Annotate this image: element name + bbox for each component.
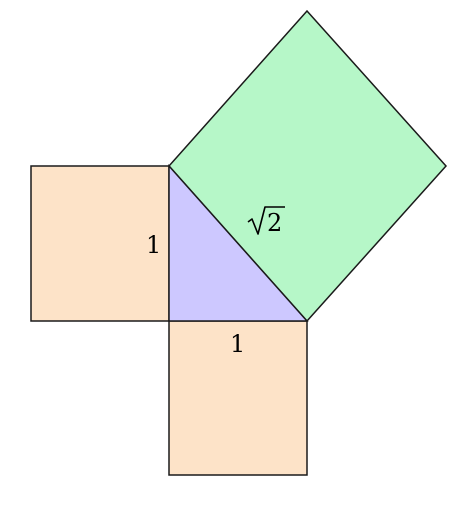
leg-horizontal-label: 1	[230, 330, 245, 358]
bottom-square	[168, 320, 308, 476]
left-square	[30, 165, 170, 322]
hypotenuse-radicand: 2	[267, 209, 282, 237]
radical-sign-icon	[247, 206, 285, 235]
leg-vertical-label: 1	[146, 231, 161, 259]
right-triangle	[168, 164, 309, 322]
hypotenuse-label: 2	[247, 206, 285, 237]
